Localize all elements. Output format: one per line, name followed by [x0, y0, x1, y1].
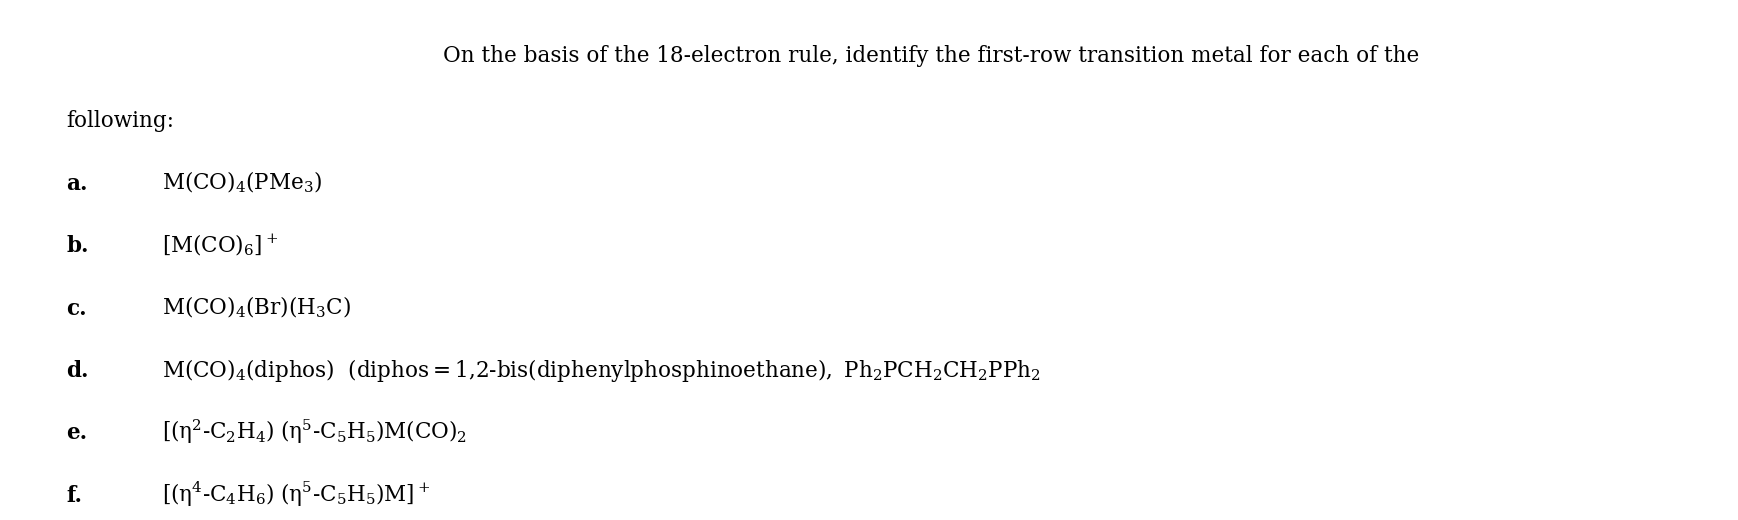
- Text: On the basis of the 18-electron rule, identify the first-row transition metal fo: On the basis of the 18-electron rule, id…: [443, 45, 1420, 68]
- Text: $\mathregular{M(CO)_4(diphos)\ \ (diphos = 1{,}2\text{-}bis(diphenylphosphinoeth: $\mathregular{M(CO)_4(diphos)\ \ (diphos…: [162, 357, 1041, 384]
- Text: e.: e.: [66, 422, 87, 445]
- Text: $\mathregular{M(CO)_4(Br)(H_3C)}$: $\mathregular{M(CO)_4(Br)(H_3C)}$: [162, 295, 351, 320]
- Text: a.: a.: [66, 173, 87, 195]
- Text: c.: c.: [66, 297, 87, 320]
- Text: f.: f.: [66, 485, 82, 507]
- Text: $\mathregular{[(\eta^4\text{-}C_4H_6)\ (\eta^5\text{-}C_5H_5)M]^+}$: $\mathregular{[(\eta^4\text{-}C_4H_6)\ (…: [162, 479, 429, 509]
- Text: following:: following:: [66, 110, 174, 133]
- Text: $\mathregular{M(CO)_4(PMe_3)}$: $\mathregular{M(CO)_4(PMe_3)}$: [162, 170, 322, 196]
- Text: $\mathregular{[M(CO)_6]^+}$: $\mathregular{[M(CO)_6]^+}$: [162, 232, 278, 258]
- Text: $\mathregular{[(\eta^2\text{-}C_2H_4)\ (\eta^5\text{-}C_5H_5)M(CO)_2}$: $\mathregular{[(\eta^2\text{-}C_2H_4)\ (…: [162, 418, 466, 446]
- Text: b.: b.: [66, 235, 89, 257]
- Text: d.: d.: [66, 360, 89, 382]
